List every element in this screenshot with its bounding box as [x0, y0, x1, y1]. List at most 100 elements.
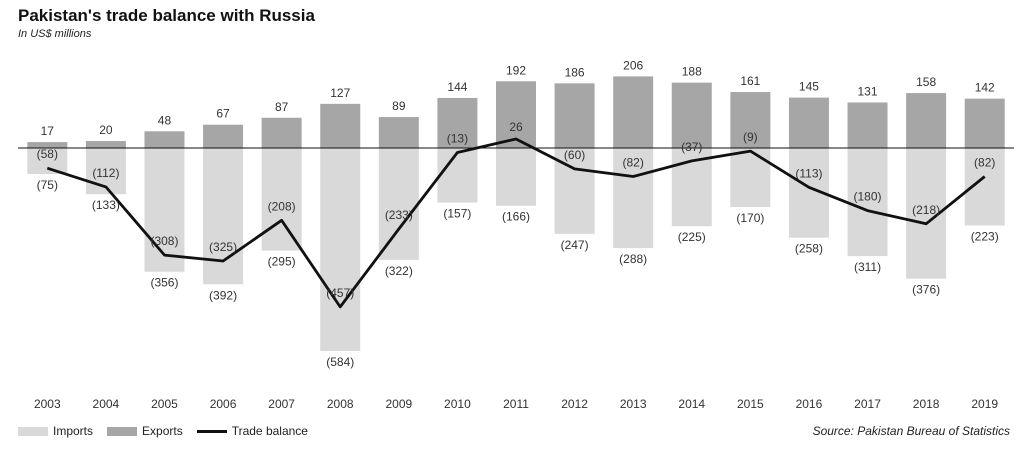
import-data-label: (133): [92, 198, 120, 212]
export-bar: [27, 142, 68, 148]
x-tick-label: 2012: [561, 397, 588, 411]
import-data-label: (157): [443, 207, 471, 221]
import-bar: [144, 148, 185, 272]
balance-data-label: (112): [92, 166, 119, 180]
balance-data-label: (58): [37, 147, 58, 161]
import-bar: [437, 148, 478, 203]
x-tick-label: 2016: [796, 397, 823, 411]
balance-data-label: (82): [974, 156, 995, 170]
export-bar: [378, 117, 419, 148]
export-bar: [320, 103, 361, 148]
export-bar: [85, 141, 126, 148]
x-tick-label: 2013: [620, 397, 647, 411]
x-tick-label: 2015: [737, 397, 764, 411]
chart-plot: 17 (75) (58) 2003 20 (133) (112) 2004 48 (356) (30…: [18, 58, 1014, 411]
export-data-label: 87: [275, 100, 289, 114]
import-bar: [320, 148, 361, 351]
legend-item-balance: Trade balance: [196, 424, 308, 438]
export-bar: [144, 131, 185, 148]
import-data-label: (258): [795, 242, 823, 256]
import-bar: [203, 148, 244, 285]
import-data-label: (223): [971, 230, 999, 244]
import-data-label: (392): [209, 288, 237, 302]
export-data-label: 17: [41, 124, 55, 138]
import-data-label: (170): [736, 211, 764, 225]
export-bar: [847, 102, 888, 148]
balance-data-label: (113): [795, 166, 822, 180]
x-tick-label: 2007: [268, 397, 295, 411]
import-data-label: (322): [385, 264, 413, 278]
import-bar: [261, 148, 302, 251]
export-bar: [496, 81, 536, 148]
export-data-label: 158: [916, 75, 936, 89]
chart-source: Source: Pakistan Bureau of Statistics: [812, 424, 1010, 438]
export-data-label: 186: [565, 65, 585, 79]
exports-swatch: [107, 426, 138, 436]
balance-data-label: (208): [268, 199, 296, 213]
x-tick-label: 2017: [854, 397, 881, 411]
export-data-label: 131: [858, 84, 878, 98]
x-tick-label: 2009: [385, 397, 412, 411]
export-bar: [671, 82, 712, 148]
x-tick-label: 2004: [93, 397, 120, 411]
balance-data-label: (308): [150, 234, 178, 248]
export-bar: [964, 98, 1005, 148]
chart-subtitle: In US$ millions: [18, 28, 92, 40]
x-tick-label: 2008: [327, 397, 354, 411]
export-data-label: 144: [447, 80, 467, 94]
export-bar: [613, 76, 654, 148]
import-data-label: (356): [150, 276, 178, 290]
balance-data-label: 26: [509, 120, 523, 134]
import-data-label: (376): [912, 283, 940, 297]
legend-exports-label: Exports: [142, 424, 183, 438]
x-tick-label: 2014: [678, 397, 705, 411]
balance-data-label: (325): [209, 240, 237, 254]
balance-data-label: (180): [854, 190, 882, 204]
balance-line-swatch: [196, 429, 227, 433]
export-data-label: 67: [216, 107, 230, 121]
export-bar: [730, 92, 771, 148]
balance-data-label: (13): [447, 132, 468, 146]
x-tick-label: 2018: [913, 397, 940, 411]
balance-data-label: (60): [564, 148, 585, 162]
x-tick-label: 2011: [503, 397, 529, 411]
balance-data-label: (233): [385, 208, 413, 222]
balance-data-label: (37): [681, 140, 702, 154]
import-data-label: (311): [854, 260, 881, 274]
import-bar: [613, 148, 654, 249]
export-data-label: 161: [740, 74, 760, 88]
import-bar: [847, 148, 888, 257]
export-data-label: 145: [799, 80, 819, 94]
imports-swatch: [18, 426, 48, 436]
trade-balance-line: [46, 137, 986, 309]
legend-item-imports: Imports: [18, 424, 93, 438]
balance-data-label: (9): [743, 130, 758, 144]
import-bar: [730, 148, 771, 208]
balance-data-label: (82): [623, 156, 644, 170]
export-bar: [437, 97, 478, 148]
import-data-label: (584): [326, 355, 354, 369]
import-data-label: (225): [678, 230, 706, 244]
export-data-label: 89: [392, 99, 406, 113]
import-bar: [27, 148, 68, 175]
export-bar: [203, 124, 244, 148]
export-data-label: 206: [623, 58, 643, 72]
legend-imports-label: Imports: [53, 424, 94, 438]
export-data-label: 20: [99, 123, 113, 137]
import-data-label: (166): [502, 210, 530, 224]
balance-data-label: (457): [326, 286, 354, 300]
chart-legend: Imports Exports Trade balance: [18, 424, 322, 438]
export-data-label: 48: [158, 113, 172, 127]
export-data-label: 127: [330, 86, 350, 100]
export-data-label: 188: [682, 65, 702, 79]
export-bar: [554, 83, 595, 148]
import-bar: [378, 148, 419, 260]
import-data-label: (295): [268, 255, 296, 269]
x-tick-label: 2010: [444, 397, 471, 411]
legend-item-exports: Exports: [107, 424, 183, 438]
legend-balance-label: Trade balance: [231, 424, 308, 438]
x-tick-label: 2005: [151, 397, 178, 411]
export-bar: [788, 97, 829, 148]
import-data-label: (247): [561, 238, 589, 252]
export-data-label: 192: [506, 63, 526, 77]
